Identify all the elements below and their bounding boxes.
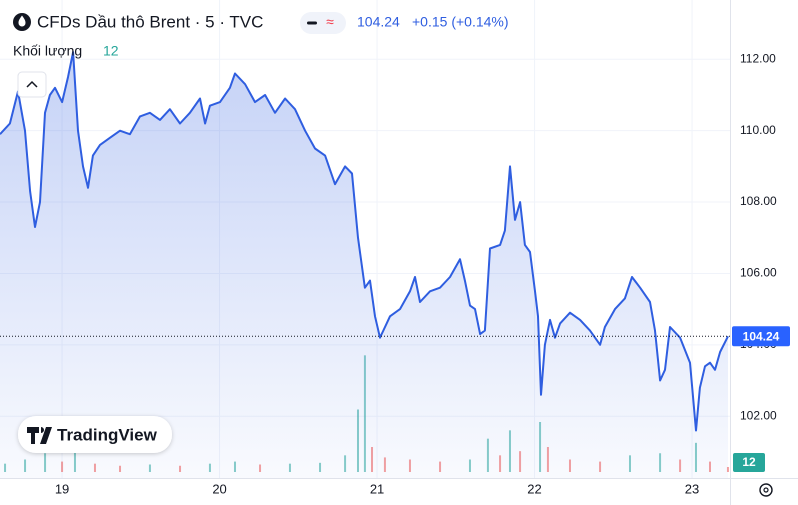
price-line: [0, 51, 729, 432]
logo-badge[interactable]: [18, 416, 172, 453]
logo-text: TradingView: [57, 425, 158, 444]
volume-label: Khối lượng: [13, 43, 82, 59]
price-change: +0.15 (+0.14%): [412, 14, 509, 30]
compare-icon: ≈: [326, 14, 334, 30]
volume-last: 12: [103, 43, 119, 59]
volume-tag: [733, 453, 765, 472]
x-tick-label: 19: [55, 481, 69, 496]
last-price-tag: [732, 326, 790, 347]
x-tick-label: 20: [212, 481, 226, 496]
collapse-icon: [26, 80, 38, 88]
minimize-icon: [307, 21, 317, 25]
y-tick-label: 106.00: [740, 266, 777, 280]
y-tick-label: 110.00: [740, 123, 776, 137]
chart-title: CFDs Dầu thô Brent · 5 · TVC: [37, 12, 263, 31]
volume-tag-text: 12: [742, 455, 756, 469]
drop-icon: [18, 15, 26, 27]
axes: 102.00104.00106.00108.00110.00112.001920…: [55, 51, 790, 496]
collapse-button[interactable]: [17, 71, 47, 98]
x-tick-label: 23: [685, 481, 699, 496]
y-tick-label: 108.00: [740, 194, 777, 208]
settings-icon[interactable]: [759, 483, 773, 497]
last-price-tag-text: 104.24: [743, 329, 780, 343]
settings-icon-center: [763, 487, 769, 493]
y-tick-label: 112.00: [740, 51, 776, 65]
legend-pill[interactable]: [300, 12, 346, 34]
x-tick-label: 21: [370, 481, 384, 496]
last-price: 104.24: [357, 14, 400, 30]
x-tick-label: 22: [527, 481, 541, 496]
logo-icon: [27, 427, 52, 444]
plot: [0, 51, 730, 478]
y-tick-label: 102.00: [740, 408, 777, 422]
area-fill: [0, 52, 728, 478]
